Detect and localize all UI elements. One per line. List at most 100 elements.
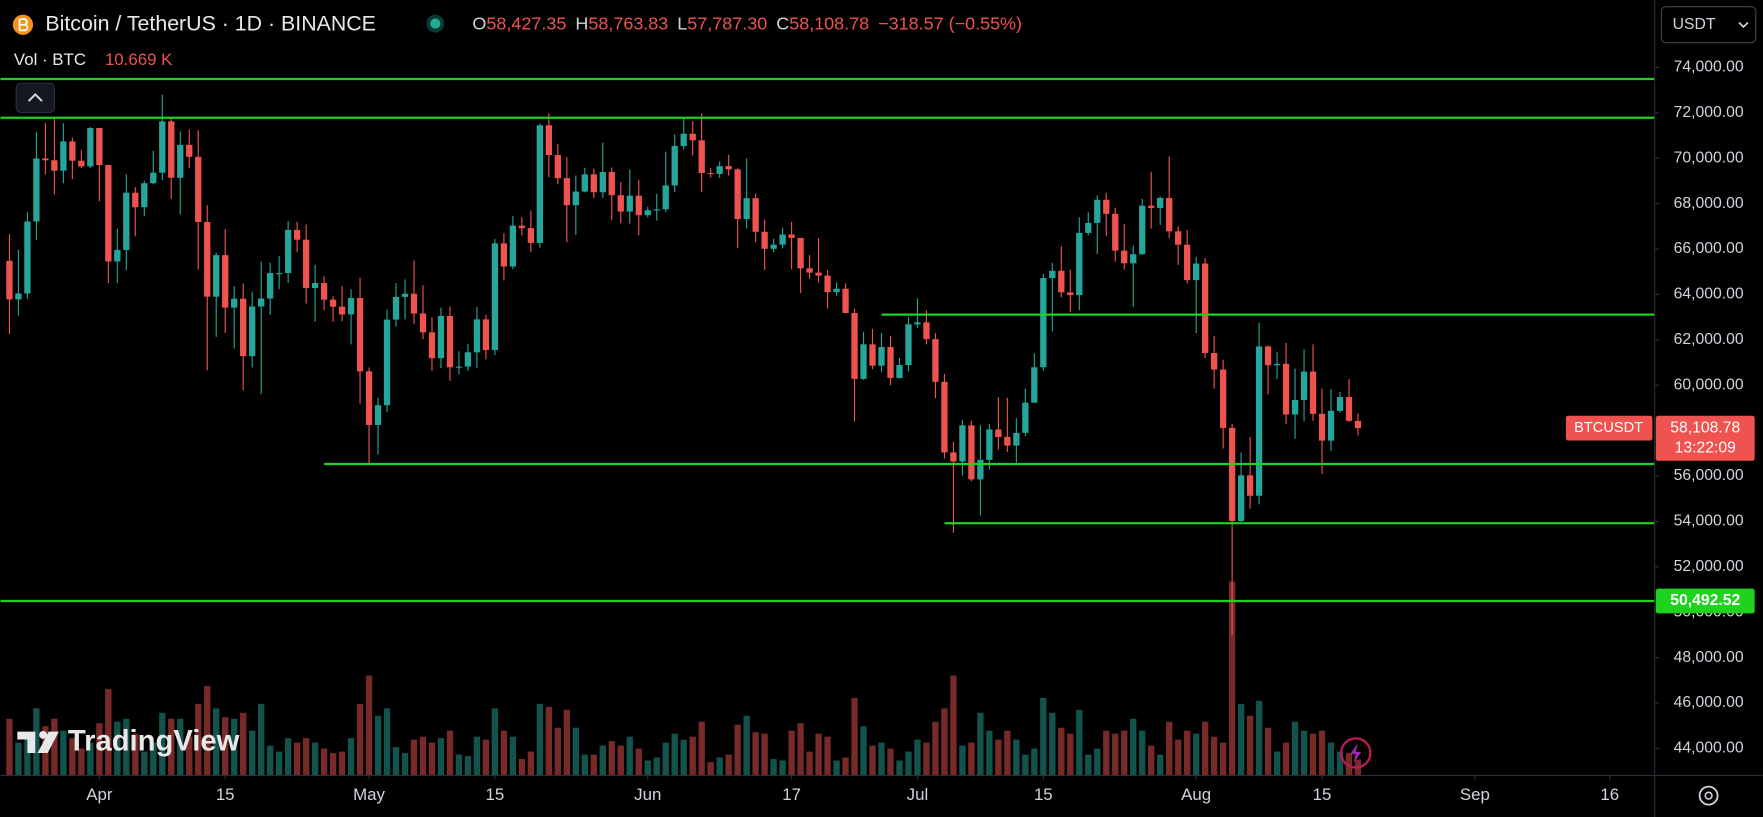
volume-bar: [1300, 730, 1308, 776]
watermark: TradingView: [17, 726, 240, 758]
candle-body: [356, 298, 364, 372]
candle-body: [491, 243, 499, 351]
candle-body: [770, 244, 777, 249]
candle-body: [1327, 410, 1335, 441]
candle-body: [977, 459, 984, 480]
candle-body: [644, 210, 651, 216]
candle-body: [1354, 420, 1362, 429]
volume-bar: [959, 745, 966, 776]
candle-body: [213, 255, 220, 297]
candle-body: [806, 268, 813, 273]
ohlc-key: L: [677, 13, 687, 33]
y-tick-label: 74,000.00: [1674, 59, 1744, 76]
volume-bar: [1094, 748, 1101, 776]
candle-body: [815, 272, 822, 276]
candle-body: [473, 319, 481, 353]
candle-body: [941, 381, 948, 453]
candle-body: [689, 133, 696, 141]
candle-body: [222, 255, 229, 308]
candle-body: [1264, 346, 1272, 366]
candle-body: [608, 172, 615, 196]
volume-bar: [824, 736, 831, 776]
currency-select[interactable]: USDT: [1660, 6, 1757, 44]
candle-body: [1121, 250, 1128, 264]
volume-bar: [249, 730, 256, 776]
collapse-button-box: [15, 82, 55, 113]
candle-body: [590, 174, 597, 193]
candle-body: [293, 229, 301, 240]
x-tick-label: 17: [782, 785, 801, 804]
candle-body: [752, 198, 759, 232]
volume-bar: [1255, 700, 1263, 776]
candle-body: [1130, 254, 1137, 264]
volume-bar: [150, 742, 157, 776]
settings-button[interactable]: [1698, 785, 1719, 806]
settings-icon-center: [1704, 791, 1713, 800]
volume-bar: [752, 732, 759, 776]
volume-bar: [222, 717, 229, 776]
candle-body: [249, 306, 256, 357]
candle-body: [797, 237, 804, 269]
settings-icon: [1698, 785, 1719, 806]
volume-bar: [581, 754, 588, 776]
volume-bar: [329, 753, 337, 776]
candle-body: [554, 155, 561, 179]
candle-body: [617, 195, 624, 212]
candle-body: [725, 166, 732, 170]
candle-body: [788, 234, 795, 238]
candle-body: [410, 293, 418, 314]
candle-body: [1309, 371, 1317, 414]
volume-bar: [878, 742, 885, 776]
volume-bar: [869, 745, 876, 776]
volume-bar: [815, 733, 822, 776]
volume-bar: [887, 748, 894, 776]
volume-bar: [1184, 730, 1191, 776]
x-tick-label: Jul: [907, 785, 929, 804]
volume-bar: [788, 730, 795, 776]
candle-body: [51, 160, 58, 171]
volume-bar: [779, 760, 786, 776]
volume-bar: [401, 753, 409, 776]
volume-bar: [293, 742, 301, 776]
candle-body: [1013, 432, 1020, 446]
volume-bar: [662, 742, 669, 776]
volume-bar: [356, 703, 364, 776]
candle-body: [464, 352, 472, 367]
volume-bar: [1202, 721, 1209, 776]
volume-bar: [419, 736, 427, 776]
volume-bar: [500, 730, 508, 776]
volume-bar: [1246, 715, 1254, 776]
candle-body: [1058, 270, 1065, 293]
volume-bar: [410, 739, 418, 776]
volume-bar: [1031, 748, 1038, 776]
volume-bar: [806, 751, 813, 776]
volume-bar: [968, 742, 975, 776]
market-status-dot: [430, 18, 441, 29]
ohlc-value: 58,427.35: [486, 13, 566, 33]
volume-bar: [186, 736, 193, 776]
volume-bar: [1166, 721, 1173, 776]
candle-body: [42, 158, 49, 161]
watermark-logo: [39, 731, 48, 739]
volume-bar: [1193, 733, 1200, 776]
volume-bar: [914, 739, 921, 776]
volume-bar: [671, 733, 678, 776]
x-tick-label: Sep: [1460, 785, 1490, 804]
collapse-button[interactable]: [15, 82, 55, 113]
ohlc-value: 58,108.78: [789, 13, 869, 33]
candle-body: [1300, 371, 1308, 400]
candle-body: [482, 319, 490, 351]
candle-body: [518, 225, 526, 229]
candle-body: [284, 229, 292, 274]
volume-bar: [680, 739, 687, 776]
y-tick-label: 62,000.00: [1674, 331, 1744, 348]
last-price-tag: [1655, 415, 1755, 461]
candle-body: [833, 288, 840, 293]
volume-bar: [644, 760, 651, 776]
candle-body: [275, 273, 283, 275]
replay-button[interactable]: [1340, 737, 1372, 769]
volume-bar: [554, 727, 561, 776]
candle-body: [78, 160, 85, 167]
